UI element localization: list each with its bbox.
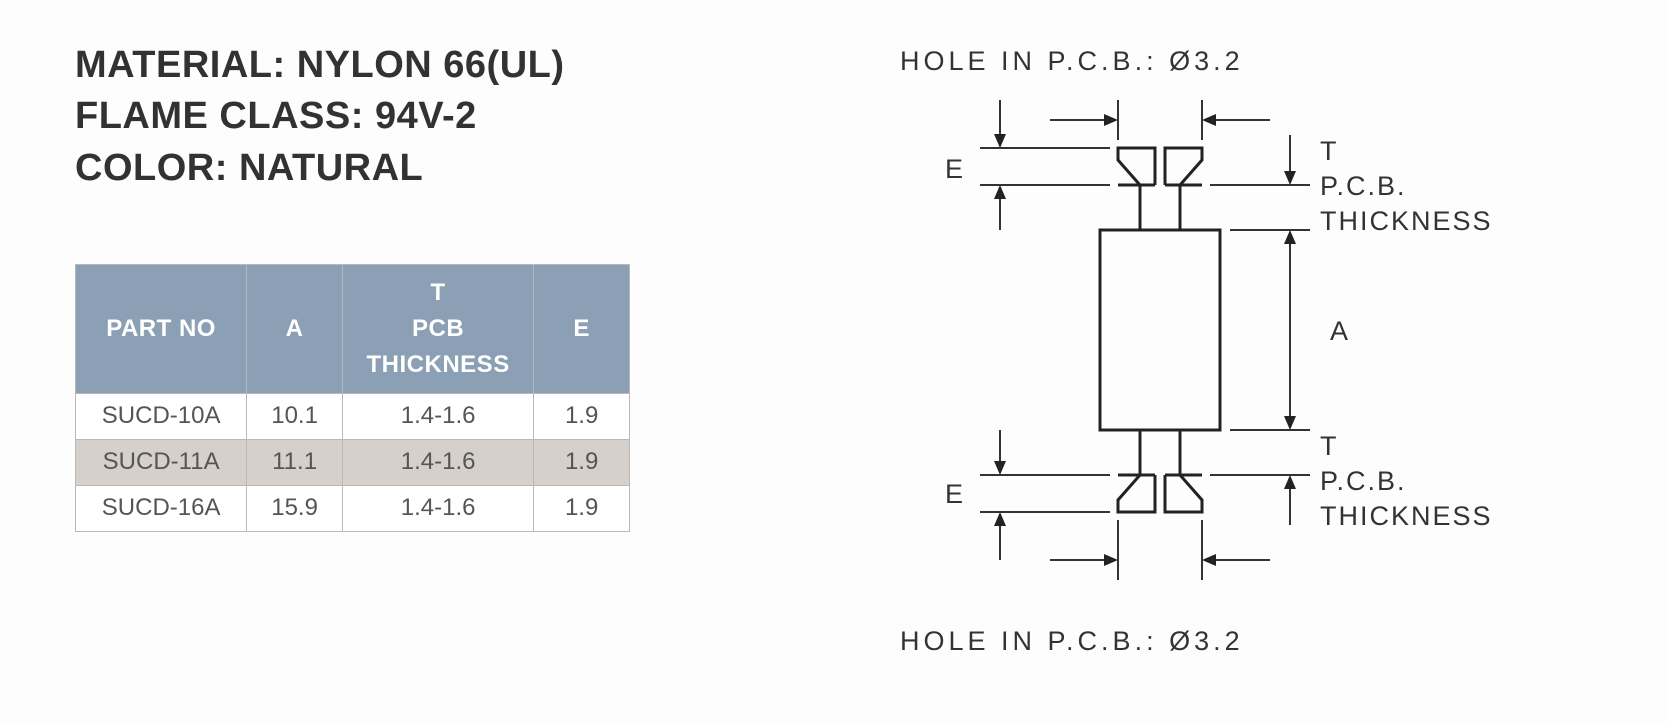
pcb-bot-2: THICKNESS xyxy=(1320,501,1493,531)
a-label: A xyxy=(1330,316,1350,346)
a-dim: A xyxy=(1230,230,1350,430)
table-body: SUCD-10A10.11.4-1.61.9SUCD-11A11.11.4-1.… xyxy=(76,393,630,531)
specs-text: MATERIAL: NYLON 66(UL) FLAME CLASS: 94V-… xyxy=(75,40,775,194)
table-header-row: PART NO A T PCB THICKNESS E xyxy=(76,264,630,393)
e-bottom-label: E xyxy=(945,479,965,509)
t-top-dim: T P.C.B. THICKNESS xyxy=(1210,135,1493,236)
cell-t: 1.4-1.6 xyxy=(342,439,533,485)
bottom-clip xyxy=(1118,430,1202,512)
pcb-top-2: THICKNESS xyxy=(1320,206,1493,236)
e-top-label: E xyxy=(945,154,965,184)
cell-t: 1.4-1.6 xyxy=(342,485,533,531)
table-row: SUCD-11A11.11.4-1.61.9 xyxy=(76,439,630,485)
col-t-line2: PCB xyxy=(349,311,527,347)
technical-diagram: HOLE IN P.C.B.: Ø3.2 xyxy=(840,40,1600,700)
pcb-top-1: P.C.B. xyxy=(1320,171,1407,201)
cell-part: SUCD-10A xyxy=(76,393,247,439)
cell-e: 1.9 xyxy=(534,439,630,485)
col-t-line3: THICKNESS xyxy=(349,347,527,383)
color-value: NATURAL xyxy=(239,147,423,189)
table-row: SUCD-10A10.11.4-1.61.9 xyxy=(76,393,630,439)
table-row: SUCD-16A15.91.4-1.61.9 xyxy=(76,485,630,531)
hole-label-top: HOLE IN P.C.B.: Ø3.2 xyxy=(900,46,1244,76)
top-hole-dim xyxy=(1050,100,1270,140)
t-bottom-dim: T P.C.B. THICKNESS xyxy=(1210,431,1493,531)
cell-e: 1.9 xyxy=(534,393,630,439)
cell-a: 10.1 xyxy=(247,393,343,439)
material-value: NYLON 66(UL) xyxy=(297,44,565,86)
t-top-label: T xyxy=(1320,136,1339,166)
color-label: COLOR: xyxy=(75,147,228,189)
hole-label-bottom: HOLE IN P.C.B.: Ø3.2 xyxy=(900,626,1244,656)
e-bottom-dim: E xyxy=(945,430,1110,560)
cell-t: 1.4-1.6 xyxy=(342,393,533,439)
body-rect xyxy=(1100,230,1220,430)
flame-value: 94V-2 xyxy=(375,95,477,137)
col-t: T PCB THICKNESS xyxy=(342,264,533,393)
col-part-no: PART NO xyxy=(76,264,247,393)
pcb-bot-1: P.C.B. xyxy=(1320,466,1407,496)
cell-part: SUCD-16A xyxy=(76,485,247,531)
bottom-hole-dim xyxy=(1050,520,1270,580)
flame-label: FLAME CLASS: xyxy=(75,95,364,137)
col-a: A xyxy=(247,264,343,393)
col-e: E xyxy=(534,264,630,393)
col-t-line1: T xyxy=(349,275,527,311)
spec-block: MATERIAL: NYLON 66(UL) FLAME CLASS: 94V-… xyxy=(75,40,775,532)
cell-part: SUCD-11A xyxy=(76,439,247,485)
material-label: MATERIAL: xyxy=(75,44,286,86)
t-bottom-label: T xyxy=(1320,431,1339,461)
top-clip xyxy=(1118,148,1202,230)
cell-a: 15.9 xyxy=(247,485,343,531)
cell-a: 11.1 xyxy=(247,439,343,485)
cell-e: 1.9 xyxy=(534,485,630,531)
parts-table: PART NO A T PCB THICKNESS E SUCD-10A10.1… xyxy=(75,264,630,532)
